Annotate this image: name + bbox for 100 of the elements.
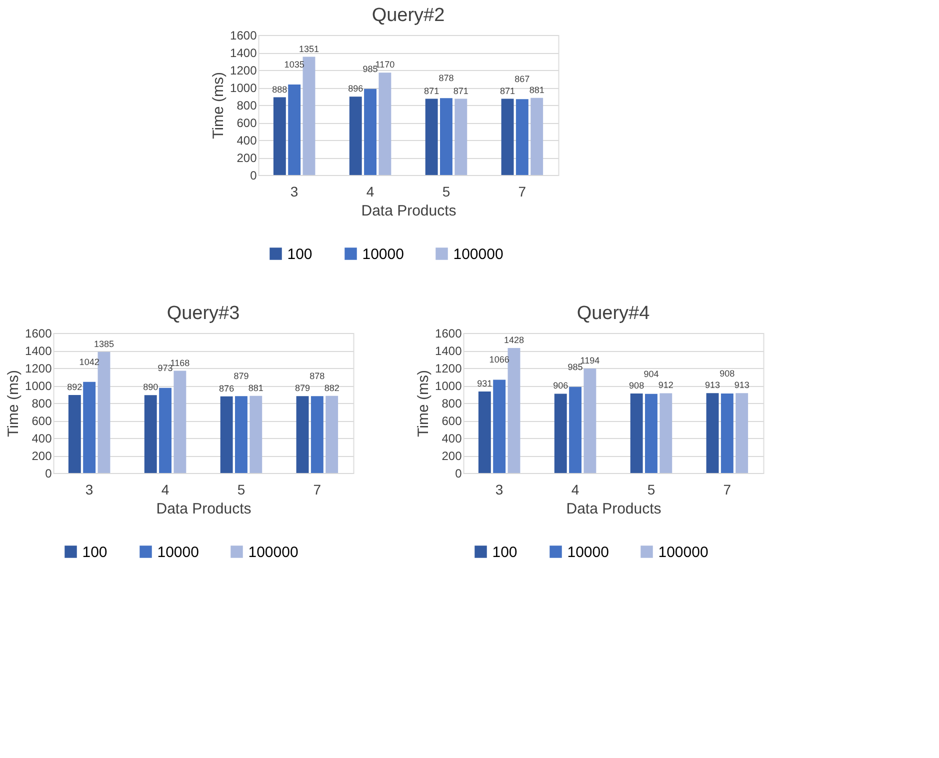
y-tick-label: 0 <box>250 168 258 182</box>
data-label: 888 <box>272 84 288 94</box>
bar <box>630 394 643 473</box>
bar <box>493 380 506 473</box>
x-axis-title: Data Products <box>156 500 252 518</box>
bar <box>326 396 338 473</box>
bar <box>174 370 186 473</box>
x-tick-label: 5 <box>647 482 656 498</box>
data-label: 985 <box>362 64 378 74</box>
legend-label: 100000 <box>658 544 708 561</box>
y-tick-label: 1600 <box>435 326 462 340</box>
y-tick-label: 600 <box>236 116 258 130</box>
bar <box>159 388 172 473</box>
bar <box>220 396 233 473</box>
data-label: 904 <box>644 368 659 379</box>
bar <box>644 394 658 473</box>
y-tick-label: 1400 <box>25 344 52 358</box>
data-label: 876 <box>219 383 234 394</box>
data-label: 1385 <box>94 338 114 349</box>
y-tick-label: 200 <box>32 449 52 463</box>
chart-title: Query#4 <box>576 303 650 324</box>
data-label: 931 <box>477 378 492 389</box>
legend-label: 100000 <box>248 544 298 561</box>
bar <box>83 382 96 473</box>
x-tick-label: 3 <box>290 184 298 200</box>
legend-label: 100 <box>492 544 518 561</box>
y-tick-label: 1200 <box>435 362 462 376</box>
bar <box>454 98 468 175</box>
data-label: 881 <box>529 84 544 95</box>
y-tick-label: 1200 <box>230 64 258 78</box>
legend-label: 100000 <box>453 246 504 263</box>
legend-label: 100 <box>82 544 108 561</box>
bar <box>584 368 596 473</box>
data-label: 1042 <box>79 356 100 367</box>
bar <box>364 88 377 175</box>
data-label: 896 <box>348 84 364 94</box>
data-label: 1428 <box>504 335 524 346</box>
y-tick-label: 1000 <box>230 81 258 95</box>
y-tick-label: 400 <box>32 432 52 446</box>
y-tick-label: 1000 <box>25 379 52 393</box>
data-label: 879 <box>234 371 249 382</box>
x-tick-label: 4 <box>571 482 580 498</box>
bar <box>302 56 316 175</box>
y-tick-label: 1600 <box>230 28 258 42</box>
data-label: 908 <box>629 380 644 391</box>
chart-title: Query#2 <box>372 5 445 26</box>
data-label: 908 <box>720 368 735 379</box>
data-label: 1351 <box>298 44 319 54</box>
y-axis-title: Time (ms) <box>415 370 432 437</box>
data-label: 890 <box>143 382 158 392</box>
data-label: 892 <box>67 382 82 392</box>
bar <box>440 98 452 175</box>
x-tick-label: 4 <box>366 184 374 200</box>
bar <box>288 84 301 175</box>
x-axis-title: Data Products <box>566 500 662 518</box>
y-tick-label: 1200 <box>25 362 52 376</box>
x-tick-label: 5 <box>442 184 450 200</box>
data-label: 1168 <box>170 358 190 368</box>
legend-label: 10000 <box>567 544 609 561</box>
x-tick-label: 4 <box>161 482 170 498</box>
y-tick-label: 200 <box>442 449 462 463</box>
y-tick-label: 0 <box>45 466 52 480</box>
y-tick-label: 0 <box>455 466 462 480</box>
bar <box>530 98 544 175</box>
y-axis-title: Time (ms) <box>5 370 22 437</box>
legend-label: 10000 <box>157 544 199 561</box>
bar <box>273 97 286 175</box>
bar <box>144 395 157 473</box>
x-axis-title: Data Products <box>361 202 456 220</box>
y-tick-label: 400 <box>442 432 462 446</box>
data-label: 1066 <box>489 354 510 365</box>
y-tick-label: 800 <box>442 396 462 410</box>
data-label: 879 <box>295 383 310 394</box>
y-tick-label: 400 <box>236 134 258 148</box>
chart-title: Query#3 <box>166 303 240 324</box>
bar <box>68 394 81 473</box>
y-tick-label: 600 <box>32 414 52 428</box>
data-label: 985 <box>568 362 583 372</box>
data-label: 906 <box>553 380 568 391</box>
data-label: 871 <box>424 86 440 96</box>
x-tick-label: 7 <box>518 184 526 200</box>
legend-label: 100 <box>287 246 312 263</box>
bar <box>569 386 582 473</box>
x-tick-label: 7 <box>313 482 322 498</box>
bar <box>98 352 110 473</box>
y-tick-label: 200 <box>236 151 258 165</box>
bar <box>349 96 362 175</box>
bar <box>501 98 514 175</box>
y-tick-label: 600 <box>442 414 462 428</box>
x-tick-label: 3 <box>85 482 94 498</box>
data-label: 913 <box>734 380 750 390</box>
data-label: 1194 <box>580 356 600 366</box>
y-tick-label: 1600 <box>25 326 52 340</box>
bar <box>660 393 672 473</box>
data-label: 913 <box>705 380 720 390</box>
data-label: 867 <box>514 74 530 84</box>
bar <box>720 394 734 473</box>
y-tick-label: 1000 <box>435 379 462 393</box>
bar <box>310 396 324 473</box>
x-tick-label: 7 <box>723 482 732 498</box>
